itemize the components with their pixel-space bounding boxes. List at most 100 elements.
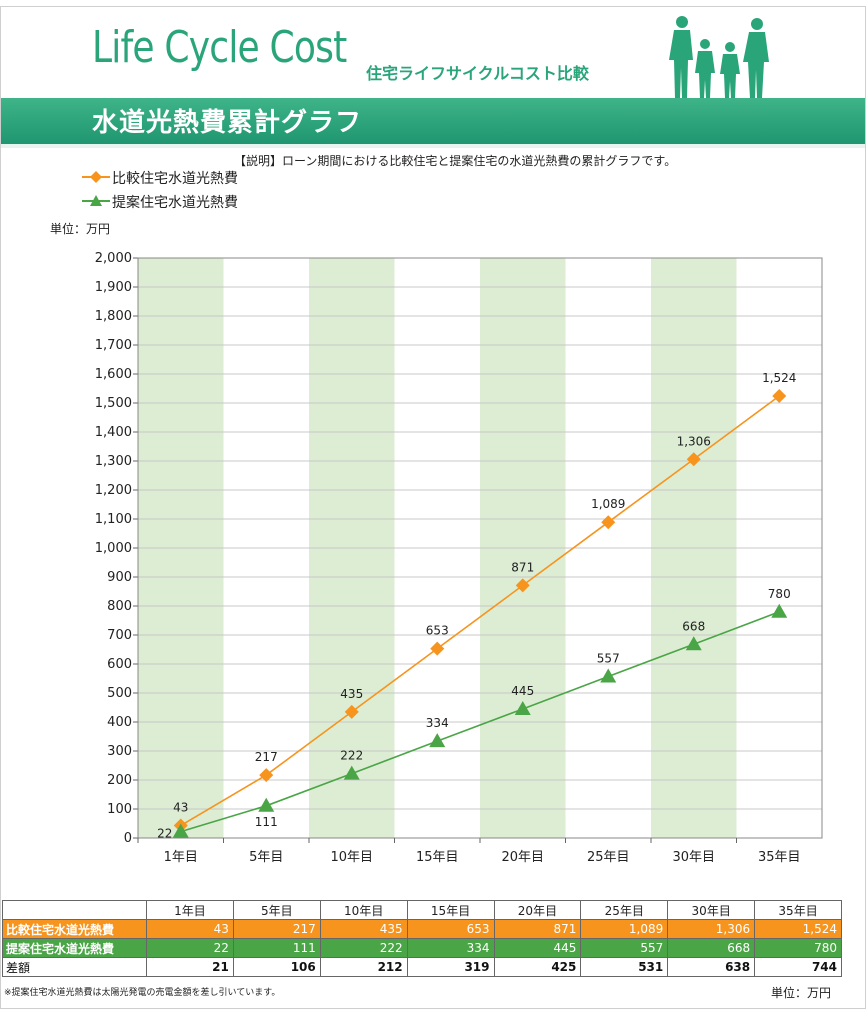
table-cell: 435 (319, 919, 408, 939)
data-point-compare (601, 515, 616, 530)
table-cell: 43 (146, 919, 234, 939)
table-row-proposed: 提案住宅水道光熱費 22 111 222 334 445 557 668 780 (2, 938, 842, 958)
x-tick-label: 20年目 (501, 850, 544, 865)
y-tick-label: 600 (107, 657, 132, 672)
y-tick-label: 1,800 (95, 309, 132, 324)
data-point-proposed (258, 797, 275, 812)
family-silhouette-icon (669, 16, 769, 98)
data-label: 1,089 (591, 497, 625, 511)
data-point-compare (686, 452, 701, 467)
table-cell: 744 (754, 957, 842, 977)
y-tick-label: 300 (107, 744, 132, 759)
unit-label-bottom: 単位：万円 (771, 986, 832, 1000)
row-label: 差額 (2, 957, 147, 977)
data-point-compare (430, 641, 445, 656)
table-cell: 1,524 (754, 919, 842, 939)
table-header-cell: 25年目 (580, 900, 669, 920)
y-tick-label: 500 (107, 686, 132, 701)
x-tick-label: 10年目 (330, 850, 373, 865)
page-frame (0, 6, 866, 1009)
y-tick-label: 1,300 (95, 454, 132, 469)
table-cell: 21 (146, 957, 234, 977)
title-banner (1, 98, 865, 144)
x-tick-label: 30年目 (672, 850, 715, 865)
y-tick-label: 1,000 (95, 541, 132, 556)
y-tick-label: 1,900 (95, 280, 132, 295)
table-row-compare: 比較住宅水道光熱費 43 217 435 653 871 1,089 1,306… (2, 919, 842, 939)
row-label: 提案住宅水道光熱費 (2, 938, 147, 958)
table-cell: 653 (406, 919, 495, 939)
table-cell: 1,306 (667, 919, 756, 939)
table-cell: 871 (493, 919, 582, 939)
data-label: 1,306 (677, 434, 711, 448)
y-tick-label: 800 (107, 599, 132, 614)
table-cell: 668 (667, 938, 756, 958)
table-cell: 531 (580, 957, 669, 977)
banner-shadow (1, 144, 865, 148)
data-point-compare (772, 389, 787, 404)
data-label: 334 (426, 716, 449, 730)
logo-subtitle: 住宅ライフサイクルコスト比較 (366, 64, 589, 83)
x-tick-label: 35年目 (758, 850, 801, 865)
y-tick-label: 1,200 (95, 483, 132, 498)
data-label: 557 (597, 651, 620, 665)
triangle-marker-icon (82, 195, 110, 206)
data-label: 871 (511, 560, 534, 574)
series-line-proposed (180, 611, 780, 833)
unit-label: 単位：万円 (50, 222, 111, 236)
data-point-proposed (600, 668, 617, 683)
diamond-marker-icon (82, 171, 110, 183)
y-tick-label: 200 (107, 773, 132, 788)
footnote: ※提案住宅水道光熱費は太陽光発電の売電金額を差し引いています。 (4, 988, 281, 998)
table-header-cell: 15年目 (406, 900, 495, 920)
data-point-proposed (429, 733, 446, 748)
table-cell: 638 (667, 957, 756, 977)
data-label: 217 (255, 750, 278, 764)
x-tick-label: 25年目 (587, 850, 630, 865)
y-tick-label: 400 (107, 715, 132, 730)
y-tick-label: 900 (107, 570, 132, 585)
data-label: 668 (682, 619, 705, 633)
table-cell: 217 (232, 919, 321, 939)
line-chart: 0 100 200 300 400 500 600 700 800 900 1,000 1,100 1,… (95, 251, 823, 865)
table-cell: 106 (232, 957, 321, 977)
row-label: 比較住宅水道光熱費 (2, 919, 147, 939)
data-point-compare (515, 578, 530, 593)
y-tick-label: 1,600 (95, 367, 132, 382)
y-tick-label: 1,700 (95, 338, 132, 353)
table-cell: 212 (319, 957, 408, 977)
data-label: 1,524 (762, 371, 796, 385)
y-tick-label: 1,400 (95, 425, 132, 440)
table-cell: 334 (406, 938, 495, 958)
logo-text: Life Cycle Cost (92, 22, 347, 73)
x-tick-label: 5年目 (249, 850, 283, 865)
table-cell: 780 (754, 938, 842, 958)
y-tick-label: 2,000 (95, 251, 132, 266)
table-header-cell: 1年目 (146, 900, 234, 920)
table-cell: 445 (493, 938, 582, 958)
table-header-cell (2, 900, 147, 920)
y-tick-label: 100 (107, 802, 132, 817)
legend-label-compare: 比較住宅水道光熱費 (112, 171, 238, 187)
x-tick-label: 15年目 (416, 850, 459, 865)
data-point-proposed (771, 603, 788, 618)
data-label: 653 (426, 624, 449, 638)
data-label: 445 (511, 684, 534, 698)
y-tick-label: 1,500 (95, 396, 132, 411)
table-cell: 425 (493, 957, 582, 977)
data-point-compare (259, 768, 274, 783)
table-cell: 22 (146, 938, 234, 958)
table-row-difference: 差額 21 106 212 319 425 531 638 744 (2, 957, 842, 977)
chart-description: 【説明】ローン期間における比較住宅と提案住宅の水道光熱費の累計グラフです。 (234, 154, 677, 168)
y-tick-label: 0 (124, 831, 132, 846)
table-cell: 111 (232, 938, 321, 958)
table-header-row: 1年目 5年目 10年目 15年目 20年目 25年目 30年目 35年目 (2, 900, 842, 920)
data-table: 1年目 5年目 10年目 15年目 20年目 25年目 30年目 35年目 比較… (2, 900, 842, 977)
data-label: 780 (768, 587, 791, 601)
table-cell: 222 (319, 938, 408, 958)
table-header-cell: 10年目 (319, 900, 408, 920)
data-label: 435 (340, 687, 363, 701)
data-point-compare (344, 704, 359, 719)
page-title: 水道光熱費累計グラフ (92, 108, 363, 138)
data-point-proposed (172, 823, 189, 838)
